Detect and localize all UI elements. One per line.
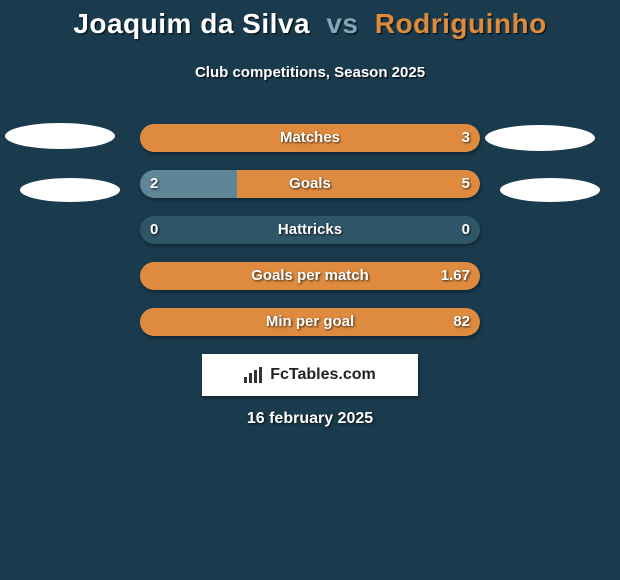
stat-bar: Goals2 5	[140, 170, 480, 198]
stat-bar-label: Matches	[140, 124, 480, 152]
decorative-oval	[485, 125, 595, 151]
stat-bar-label: Hattricks	[140, 216, 480, 244]
title-player2: Rodriguinho	[375, 8, 547, 39]
decorative-oval	[20, 178, 120, 202]
logo: FcTables.com	[202, 354, 418, 396]
decorative-oval	[500, 178, 600, 202]
chart-icon	[244, 367, 264, 383]
title-vs: vs	[326, 8, 358, 39]
stat-bar-label: Goals	[140, 170, 480, 198]
decorative-oval	[5, 123, 115, 149]
stat-bar-left-value: 2	[150, 170, 158, 198]
stat-bar-right-value: 0	[462, 216, 470, 244]
title: Joaquim da Silva vs Rodriguinho	[0, 8, 620, 40]
stat-bar: Hattricks0 0	[140, 216, 480, 244]
stat-bar: Min per goal82	[140, 308, 480, 336]
stat-bar-right-value: 82	[453, 308, 470, 336]
logo-text: FcTables.com	[270, 366, 376, 384]
stat-bar-label: Goals per match	[140, 262, 480, 290]
title-player1: Joaquim da Silva	[73, 8, 310, 39]
subtitle: Club competitions, Season 2025	[0, 64, 620, 81]
stat-bar-label: Min per goal	[140, 308, 480, 336]
stat-bar-left-value: 0	[150, 216, 158, 244]
stat-bar: Goals per match1.67	[140, 262, 480, 290]
date: 16 february 2025	[0, 410, 620, 428]
stat-bar-right-value: 3	[462, 124, 470, 152]
stat-bar-right-value: 1.67	[441, 262, 470, 290]
stat-bar-right-value: 5	[462, 170, 470, 198]
stat-bar: Matches3	[140, 124, 480, 152]
